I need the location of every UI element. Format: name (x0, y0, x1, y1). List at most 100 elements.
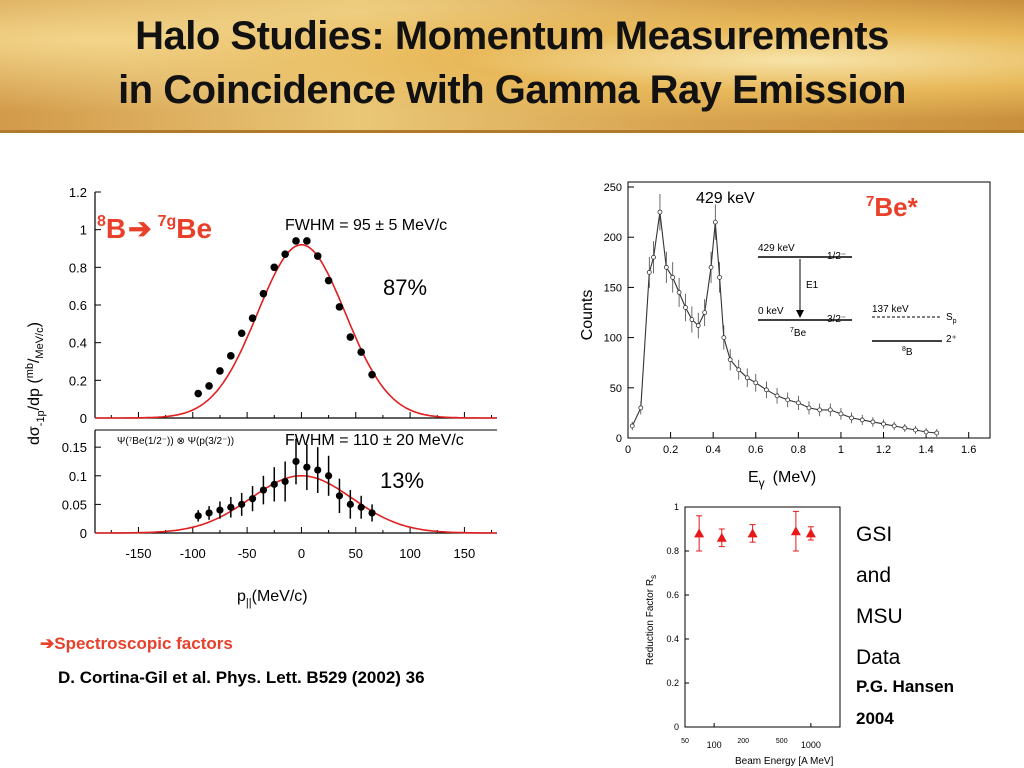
lower-data-point (357, 503, 365, 511)
reduction-y-tick-label: 0.8 (666, 546, 679, 556)
svg-text:3/2⁻: 3/2⁻ (827, 314, 846, 325)
reduction-data-point (694, 528, 705, 538)
lower-data-point (292, 457, 300, 466)
upper-data-point (216, 367, 224, 375)
beam-energy-axis-label: Beam Energy [A MeV] (735, 756, 834, 767)
gamma-data-point (670, 274, 676, 280)
reduction-y-tick-label: 0.4 (666, 634, 679, 644)
upper-y-tick-label: 0.2 (69, 373, 87, 388)
upper-data-point (313, 252, 322, 260)
gamma-energy-axis-label: Eγ (MeV) (748, 469, 816, 490)
reduction-y-tick-label: 0.6 (666, 590, 679, 600)
svg-text:2⁺: 2⁺ (946, 334, 957, 345)
data-sources-list: GSI and MSU Data (856, 514, 903, 678)
gamma-data-point (683, 305, 688, 310)
gamma-spectrum-chart: 250 200 150 100 50 00 0.2 0.4 0.6 0.8 1 1.2 1.4 1.6 4… (579, 181, 991, 490)
lower-y-tick-label: 0.15 (62, 440, 87, 455)
reduction-x-tick-label: 200 (737, 738, 749, 745)
x-tick-label: 0 (298, 546, 305, 561)
lower-data-point (238, 500, 246, 508)
svg-text:429 keV: 429 keV (758, 243, 795, 254)
gamma-y-tick-label: 0 (616, 433, 622, 445)
gamma-x-tick-label: 0.2 (663, 444, 678, 456)
reduction-y-tick-label: 1 (674, 502, 679, 512)
gamma-data-point (727, 357, 733, 363)
gamma-data-point (764, 387, 769, 393)
gamma-data-point (849, 415, 854, 421)
gamma-data-point (663, 264, 669, 270)
svg-text:7Be: 7Be (790, 327, 807, 339)
gamma-data-point (721, 335, 727, 341)
gamma-data-point (638, 405, 644, 411)
gamma-data-point (736, 367, 742, 373)
level-scheme: 429 keV 1/2⁻ E1 0 keV 3/2⁻ 7Be 137 keV S… (758, 243, 957, 358)
upper-data-point (248, 314, 257, 322)
upper-data-point (292, 237, 300, 245)
lower-data-point (227, 503, 235, 511)
x-tick-label: 50 (349, 546, 363, 561)
upper-data-point (303, 237, 311, 245)
lower-gaussian-fit (95, 475, 497, 534)
reaction-label: 8B➔ 7gBe (97, 213, 212, 244)
left-y-axis-label: dσ-1p/dp (mb/MeV/c) (24, 322, 47, 445)
spectroscopic-factors-title: Spectroscopic factors (54, 634, 233, 653)
gamma-x-tick-label: 0.6 (748, 444, 763, 456)
reduction-factor-chart: 1 0.8 0.6 0.4 0.2 050 200 500 100 1000 Reduction … (645, 502, 841, 767)
upper-data-point (205, 382, 213, 390)
lower-data-point (216, 506, 224, 514)
reduction-plot-frame (684, 506, 841, 728)
slide-title-line2: in Coincidence with Gamma Ray Emission (118, 68, 906, 112)
arrow-icon: ➔ (40, 634, 55, 653)
counts-axis-label: Counts (579, 290, 596, 341)
lower-data-point (368, 509, 376, 517)
gamma-y-tick-label: 100 (604, 333, 622, 345)
wavefunction-label: Ψ(⁷Be(1/2⁻)) ⊗ Ψ(p(3/2⁻)) (117, 436, 234, 447)
gamma-data-point (870, 419, 876, 425)
lower-y-tick-label: 0.1 (69, 469, 87, 484)
gamma-data-point (785, 397, 791, 403)
upper-y-tick-label: 0 (80, 411, 87, 426)
gamma-y-tick-label: 250 (604, 182, 622, 194)
reduction-x-tick-label: 100 (707, 740, 722, 750)
upper-data-point (281, 250, 289, 258)
gamma-data-point (629, 423, 635, 429)
gamma-data-point (827, 407, 833, 413)
reduction-x-tick-label: 500 (776, 738, 788, 745)
gamma-x-tick-label: 1.4 (918, 444, 933, 456)
upper-data-point (335, 303, 344, 311)
x-tick-label: 100 (399, 546, 421, 561)
upper-y-tick-label: 1.2 (69, 185, 87, 200)
gamma-x-tick-label: 0 (625, 444, 631, 456)
gamma-data-point (838, 411, 844, 417)
spectroscopic-factors-note: ➔Spectroscopic factors (40, 634, 233, 654)
gamma-plot-frame (627, 181, 991, 439)
gamma-x-tick-label: 0.8 (791, 444, 806, 456)
x-tick-label: -50 (238, 546, 257, 561)
gamma-x-tick-label: 1.2 (876, 444, 891, 456)
lower-data-point (259, 486, 268, 494)
upper-percent-label: 87% (383, 275, 427, 300)
lower-data-point (303, 463, 311, 471)
lower-percent-label: 13% (380, 468, 424, 493)
lower-data-point (324, 472, 333, 480)
momentum-distribution-chart: 1.2 1 0.8 0.6 0.4 0.2 0 0.15 0.1 0.05 0 -150 -100 -50… (24, 185, 497, 609)
reduction-data-point (716, 532, 727, 542)
upper-y-tick-label: 0.8 (69, 260, 87, 275)
upper-y-tick-label: 0.4 (69, 336, 87, 351)
gamma-x-tick-label: 1 (838, 444, 844, 456)
lower-data-point (335, 492, 344, 500)
left-x-axis-label: p||(MeV/c) (237, 588, 308, 609)
reduction-data-point (790, 526, 801, 536)
gamma-data-point (891, 423, 897, 429)
upper-data-point (368, 370, 376, 379)
x-tick-label: -150 (125, 546, 151, 561)
gamma-data-point (817, 407, 823, 413)
gamma-data-point (795, 400, 801, 406)
gamma-data-point (774, 393, 780, 399)
upper-data-point (270, 263, 279, 272)
gamma-data-point (717, 274, 722, 280)
peak-energy-label: 429 keV (696, 190, 755, 207)
reference-citation: D. Cortina-Gil et al. Phys. Lett. B529 (… (58, 668, 425, 687)
svg-text:1/2⁻: 1/2⁻ (827, 251, 846, 262)
gamma-data-point (712, 219, 718, 225)
